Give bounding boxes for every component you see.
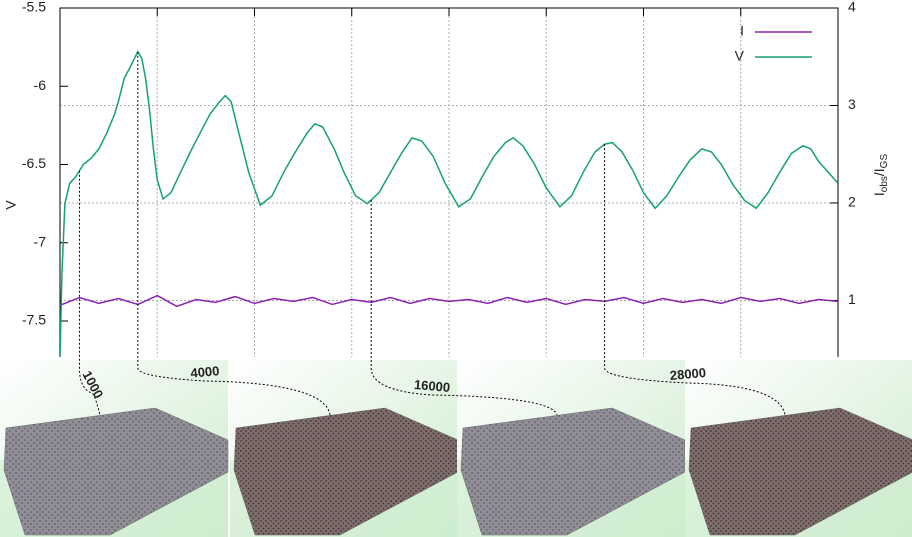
y2-tick-label: 1 bbox=[848, 291, 856, 307]
y2-tick-label: 3 bbox=[848, 96, 856, 112]
surface bbox=[3, 407, 229, 536]
y-axis-label: V bbox=[3, 200, 19, 210]
y-tick-label: -6.5 bbox=[22, 155, 46, 171]
series-line bbox=[60, 50, 838, 357]
legend-label: V bbox=[735, 48, 745, 64]
surface bbox=[688, 407, 912, 536]
y-tick-label: -7.5 bbox=[22, 312, 46, 328]
y2-label-part: I bbox=[871, 192, 887, 196]
y2-axis-label: Iobs/IGS bbox=[871, 154, 890, 197]
surface bbox=[233, 407, 459, 536]
surface bbox=[460, 407, 686, 536]
plot: 1 2 3 4 -5.5 -6 -6.5 -7 -7.5 IV bbox=[22, 0, 856, 357]
callout-line bbox=[370, 199, 558, 416]
legend-label: I bbox=[740, 23, 744, 39]
y-tick-label: -7 bbox=[34, 233, 47, 249]
snapshot-label: 4000 bbox=[190, 363, 220, 380]
snapshot-panels bbox=[0, 360, 912, 537]
snapshot-label: 16000 bbox=[413, 377, 450, 395]
y2-tick-label: 2 bbox=[848, 194, 856, 210]
y-tick-label: -5.5 bbox=[22, 0, 46, 15]
series-line bbox=[60, 294, 838, 308]
y2-label-part: /I bbox=[871, 168, 887, 176]
y2-label-part: GS bbox=[879, 154, 890, 169]
y-tick-label: -6 bbox=[34, 77, 47, 93]
y2-tick-label: 4 bbox=[848, 0, 856, 15]
y2-label-part: obs bbox=[879, 176, 890, 192]
snapshot-label: 28000 bbox=[669, 365, 706, 383]
callout-line bbox=[78, 170, 101, 416]
